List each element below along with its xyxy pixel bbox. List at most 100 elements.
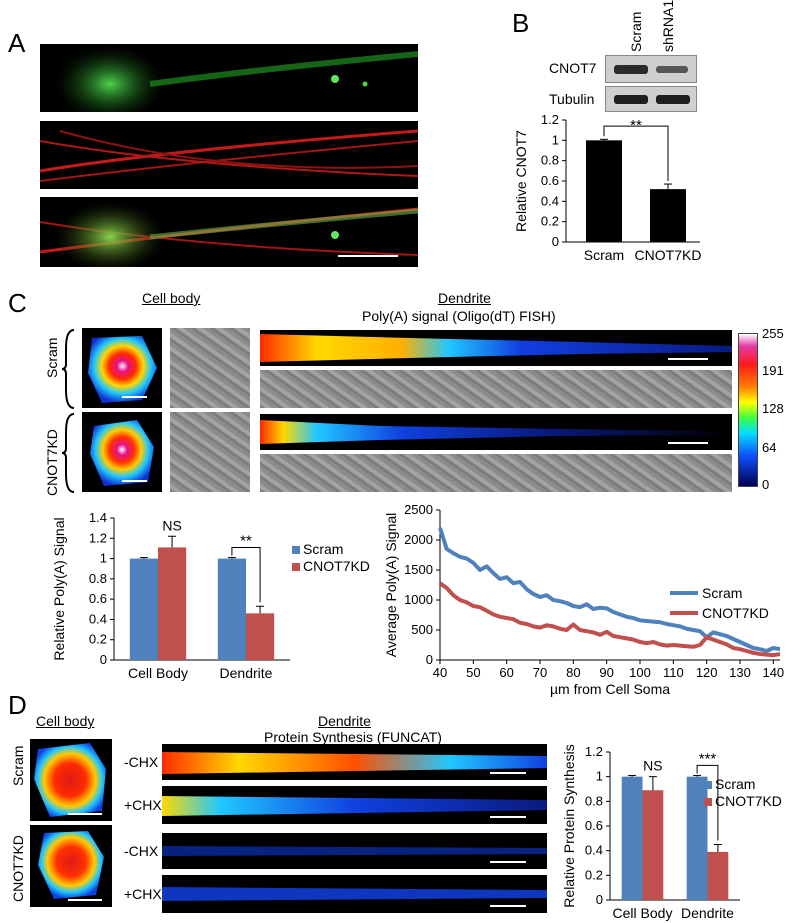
scale-bar: [68, 813, 102, 815]
legend-swatch-scram: [292, 546, 300, 554]
scale-bar: [490, 905, 526, 907]
colorbar-tick-128: 128: [762, 401, 784, 416]
tubulin-band-shrna1: [656, 95, 690, 104]
scale-bar: [490, 861, 526, 863]
d-condition-kd-minus-chx: -CHX: [124, 843, 159, 859]
d-dendrite-header: Dendrite: [318, 713, 371, 729]
d-condition-scram-plus-chx: +CHX: [124, 797, 162, 813]
scale-bar: [122, 480, 147, 482]
blot-label-tubulin: Tubulin: [549, 91, 595, 107]
bar-scram: [586, 140, 622, 242]
scale-bar: [668, 358, 708, 360]
bar-scram-cell-body: [129, 558, 158, 660]
panel-c-label: C: [8, 288, 27, 318]
series-line-scram: [438, 527, 781, 653]
y-tick-label: 1.4: [89, 510, 107, 525]
significance-marker: **: [240, 533, 252, 550]
significance-bracket: [696, 764, 719, 841]
y-axis-label: Average Poly(A) Signal: [383, 513, 399, 657]
scale-bar: [490, 772, 526, 774]
x-category-label: Scram: [584, 247, 624, 263]
significance-ns: NS: [162, 517, 181, 533]
chart-c-relative-polya: 0 0.2 0.4 0.6 0.8 1 1.2 1.4 Cell Body Dendrite NS *…: [51, 510, 370, 681]
y-tick-label: 0.8: [585, 793, 603, 808]
x-tick-label: 40: [433, 665, 447, 680]
y-tick-label: 2000: [404, 532, 433, 547]
panel-a-green-image: [40, 44, 418, 112]
y-tick-label: 2500: [404, 502, 433, 517]
x-tick-label: 90: [599, 665, 613, 680]
d-row-label-cnot7kd: CNOT7KD: [10, 835, 26, 902]
c-dendrite-subtitle: Poly(A) signal (Oligo(dT) FISH): [362, 308, 556, 324]
y-tick-label: 0.6: [89, 591, 107, 606]
bar-cnot7kd-dendrite: [246, 613, 275, 660]
c-cnot7kd-cellbody-phase: [170, 412, 250, 492]
x-tick-label: 100: [629, 665, 651, 680]
y-tick-label: 0.8: [89, 571, 107, 586]
c-dendrite-header: Dendrite: [438, 290, 491, 306]
series-line-cnot7kd: [438, 581, 781, 658]
panel-a-red-image: [40, 121, 418, 189]
c-scram-dendrite-phase: [260, 370, 732, 408]
panel-a-label: A: [8, 28, 26, 58]
bar-scram-dendrite: [217, 558, 246, 660]
x-tick-label: 140: [762, 665, 784, 680]
x-tick-label: 130: [729, 665, 751, 680]
cnot7-band-shrna1: [656, 66, 688, 73]
colorbar-tick-64: 64: [762, 440, 777, 455]
panel-a-merge-image: [40, 197, 418, 267]
legend-label-cnot7kd: CNOT7KD: [702, 605, 769, 621]
bar-cnot7kd-cell-body: [642, 790, 664, 900]
c-row-label-cnot7kd: CNOT7KD: [44, 429, 60, 496]
y-tick-label: 0: [100, 652, 107, 667]
y-tick-label: 1: [100, 551, 107, 566]
y-tick-label: 0.2: [89, 632, 107, 647]
d-kd-minus-chx-dendrite: [162, 833, 547, 869]
c-scram-dendrite-heatmap: [260, 330, 732, 366]
d-dendrite-subtitle: Protein Synthesis (FUNCAT): [264, 729, 442, 745]
y-tick-label: 0.4: [89, 611, 107, 626]
significance-marker: **: [630, 117, 642, 134]
x-tick-label: 120: [696, 665, 718, 680]
x-tick-label: 50: [466, 665, 480, 680]
tubulin-red-stain: [40, 129, 418, 182]
c-cell-body-header: Cell body: [142, 290, 201, 306]
y-tick-label: 0: [596, 892, 603, 907]
c-scram-cellbody-heatmap: [82, 328, 162, 408]
y-tick-label: 1.2: [585, 744, 603, 759]
y-tick-label: 0.4: [541, 193, 559, 208]
legend-label-scram: Scram: [702, 585, 742, 601]
c-brace-scram: [62, 329, 75, 409]
y-tick-label: 1000: [404, 592, 433, 607]
scale-bar: [68, 899, 102, 901]
scale-bar: [122, 396, 147, 398]
d-cell-body-header: Cell body: [36, 713, 95, 729]
lane-label-shrna1: shRNA1: [660, 0, 676, 52]
bar-scram-cell-body: [621, 776, 643, 900]
cnot7-band-scram: [614, 65, 648, 74]
legend-label-scram: Scram: [715, 776, 755, 792]
d-condition-scram-minus-chx: -CHX: [124, 754, 159, 770]
x-category-label: Cell Body: [128, 665, 188, 681]
cnot7-green-stain: [55, 46, 418, 112]
scale-bar: [668, 442, 708, 444]
tubulin-band-scram: [614, 95, 648, 104]
y-axis-label: Relative CNOT7: [513, 130, 529, 232]
y-tick-label: 1.2: [89, 530, 107, 545]
y-axis-label: Relative Poly(A) Signal: [51, 517, 67, 660]
x-category-label: Dendrite: [220, 665, 273, 681]
blot-label-cnot7: CNOT7: [549, 60, 597, 76]
bar-cnot7kd: [650, 189, 686, 242]
x-tick-label: 80: [566, 665, 580, 680]
y-tick-label: 1: [596, 769, 603, 784]
chart-c-average-polya-line: 0 500 1000 1500 2000 2500 40 50 60 70 80 90 100 110 12…: [383, 502, 784, 697]
bar-cnot7kd-dendrite: [707, 851, 729, 900]
legend-swatch-cnot7kd: [292, 563, 300, 571]
y-tick-label: 0: [552, 234, 559, 249]
colorbar-tick-255: 255: [762, 326, 784, 341]
y-tick-label: 0.2: [585, 867, 603, 882]
y-tick-label: 0.8: [541, 153, 559, 168]
c-row-label-scram: Scram: [44, 337, 60, 378]
bar-cnot7kd-cell-body: [158, 547, 187, 660]
d-scram-minus-chx-dendrite: [162, 744, 547, 780]
